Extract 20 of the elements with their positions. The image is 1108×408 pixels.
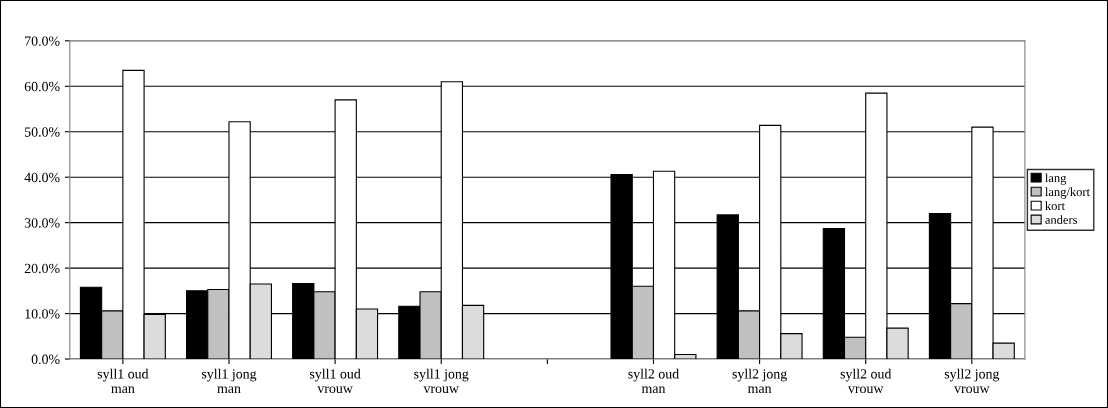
- x-tick-label: syll1 oud vrouw: [310, 368, 361, 394]
- y-tick-label: 30.0%: [24, 218, 60, 228]
- x-tick-label: syll2 jong vrouw: [944, 368, 1000, 394]
- legend-label: lang: [1045, 173, 1067, 185]
- legend-label: lang/kort: [1045, 187, 1090, 199]
- y-tick-label: 20.0%: [24, 263, 60, 274]
- x-tick-label: syll2 oud vrouw: [840, 368, 892, 394]
- y-tick-label: 60.0%: [24, 81, 60, 92]
- y-tick-label: 10.0%: [25, 309, 60, 319]
- x-tick-label: syll1 jong vrouw: [414, 368, 469, 394]
- y-tick-label: 70.0%: [25, 36, 60, 46]
- x-tick-label: syll1 jong man: [201, 368, 257, 394]
- legend-label: anders: [1045, 215, 1078, 224]
- x-tick-label: syll2 oud man: [628, 368, 679, 394]
- y-tick-label: 0.0%: [31, 354, 60, 365]
- x-tick-label: syll2 jong man: [732, 368, 787, 394]
- x-tick-label: syll1 oud man: [97, 368, 149, 394]
- y-tick-label: 50.0%: [25, 127, 60, 137]
- legend-label: kort: [1045, 201, 1065, 211]
- y-tick-label: 40.0%: [24, 172, 60, 183]
